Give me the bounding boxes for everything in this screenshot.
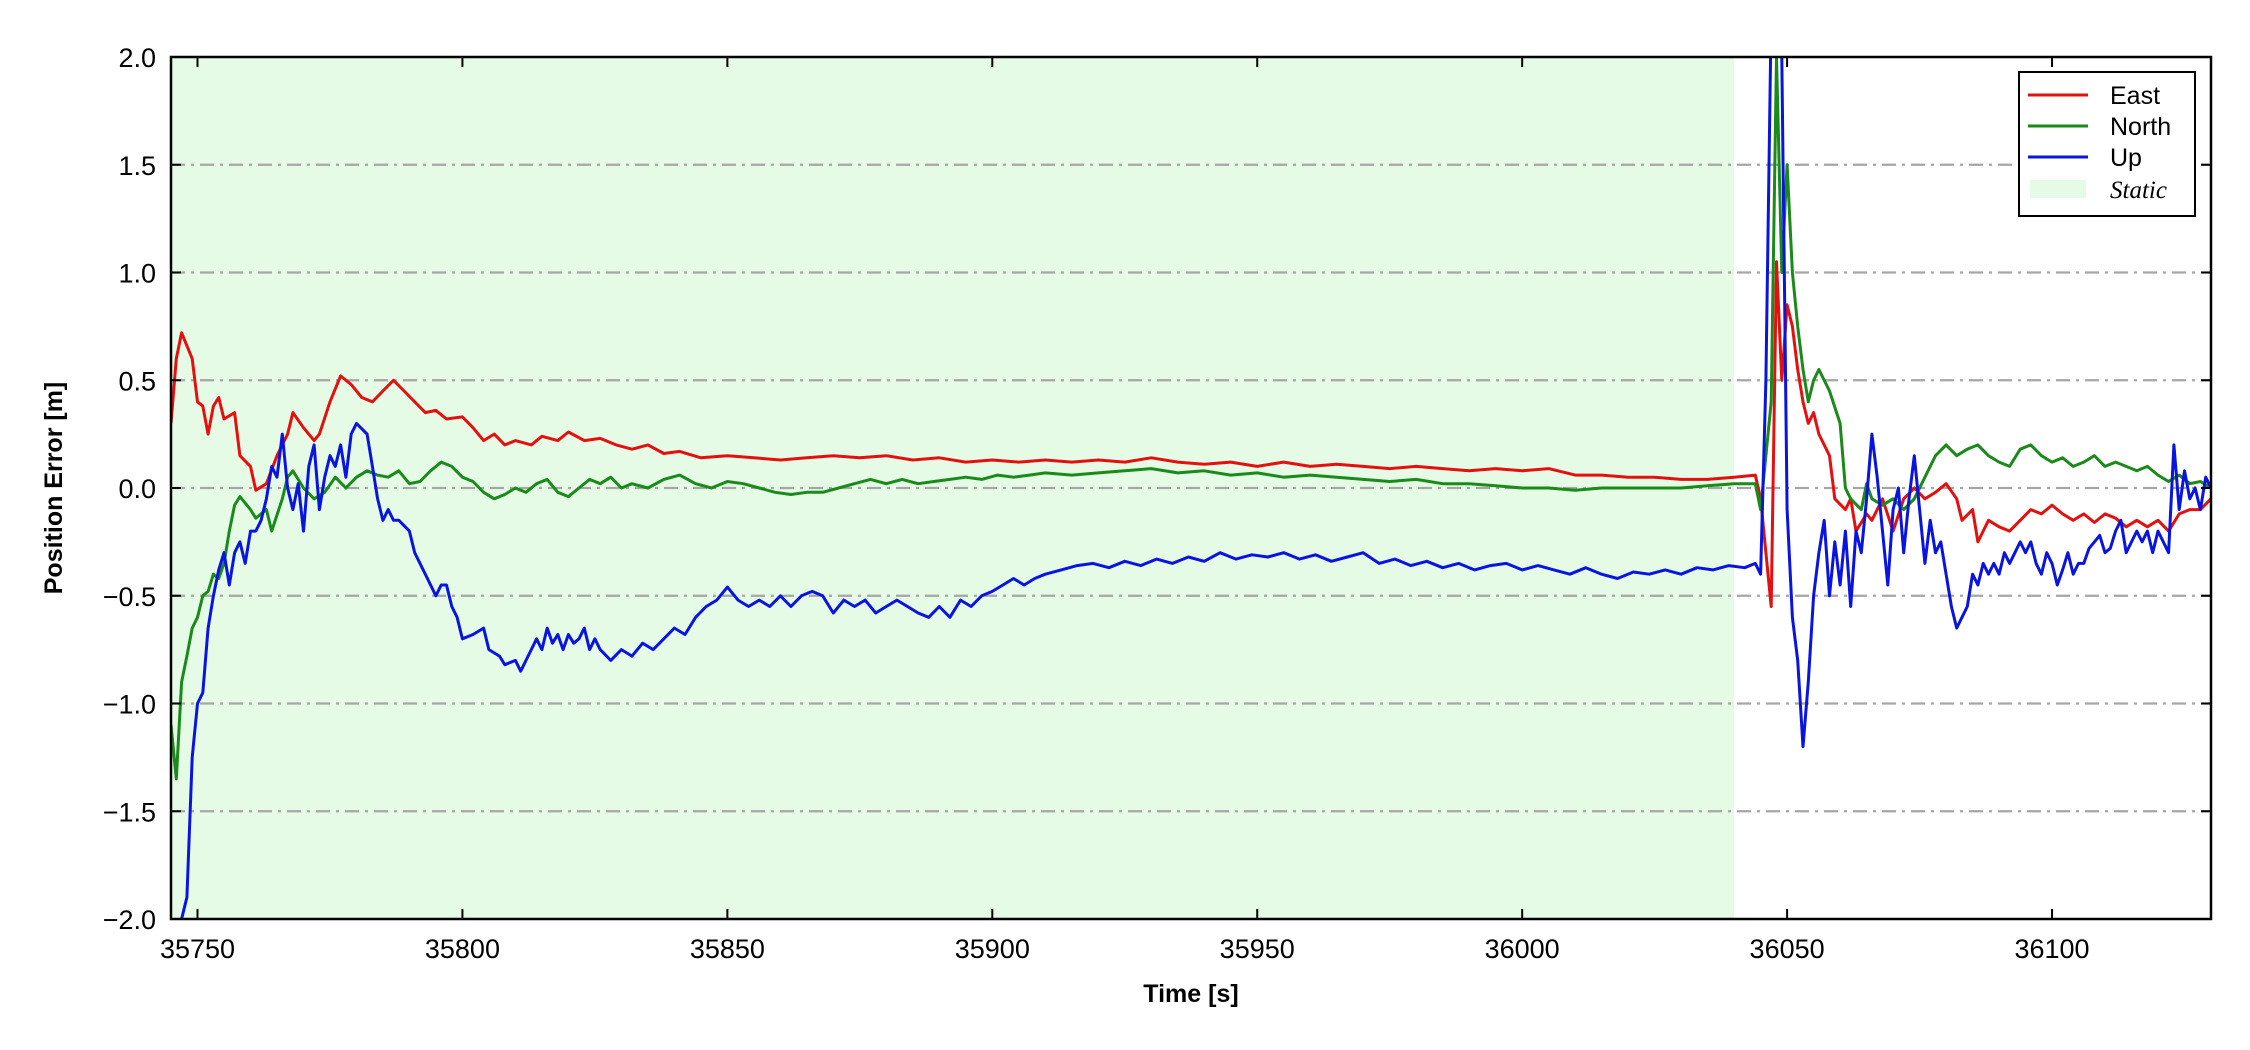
tick-layer: 35750 35800 35850 35900 35950 36000 36050 36100… [103, 43, 2211, 964]
y-axis-title: Position Error [m] [40, 382, 68, 595]
x-tick-label: 36050 [1750, 934, 1825, 964]
static-region [171, 57, 1735, 919]
series-line-east [171, 260, 2211, 608]
legend-label-up: Up [2110, 144, 2142, 172]
x-tick-label: 35750 [160, 934, 235, 964]
y-tick-label: 0.0 [118, 474, 156, 504]
legend-label-static: Static [2110, 177, 2167, 204]
series-line-north [171, 57, 2211, 781]
series-line-up [171, 57, 2211, 919]
y-tick-label: 1.0 [118, 259, 156, 289]
static-region-layer [171, 57, 1735, 919]
legend-swatch-static [2030, 180, 2086, 198]
y-tick-label: 1.5 [118, 151, 156, 181]
y-tick-label: 2.0 [118, 43, 156, 73]
y-tick-label: 0.5 [118, 366, 156, 396]
legend-label-east: East [2110, 82, 2160, 110]
y-tick-label: −0.5 [103, 582, 156, 612]
x-tick-label: 35900 [955, 934, 1030, 964]
grid-layer [171, 163, 2211, 813]
x-tick-label: 36100 [2014, 934, 2089, 964]
x-tick-label: 36000 [1485, 934, 1560, 964]
y-tick-label: −1.0 [103, 690, 156, 720]
x-tick-label: 35950 [1220, 934, 1295, 964]
legend: East North Up Static [2018, 71, 2196, 217]
x-tick-label: 35850 [690, 934, 765, 964]
legend-label-north: North [2110, 113, 2171, 141]
series-layer [171, 57, 2211, 919]
x-tick-label: 35800 [425, 934, 500, 964]
x-axis-title: Time [s] [1143, 980, 1238, 1008]
y-tick-label: −2.0 [103, 905, 156, 935]
y-tick-label: −1.5 [103, 797, 156, 827]
